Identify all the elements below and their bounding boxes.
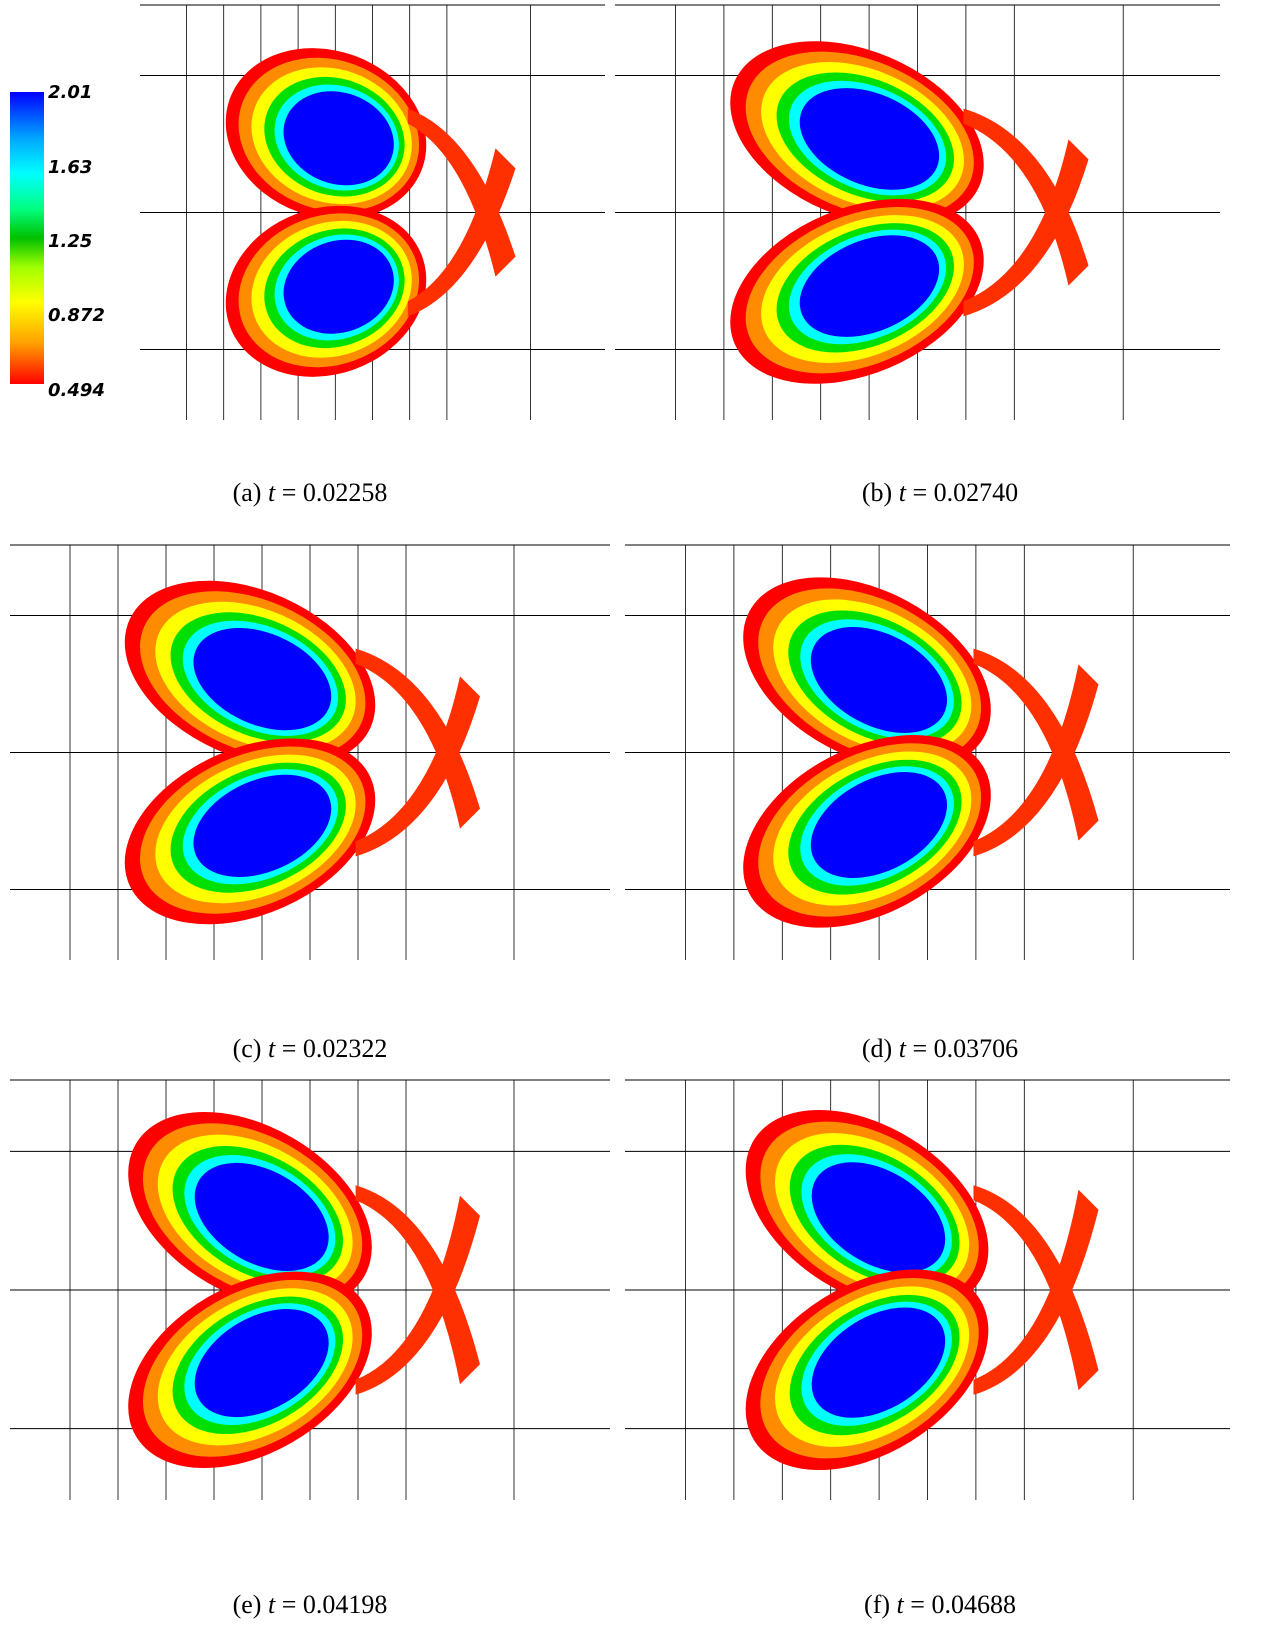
panel-c xyxy=(10,544,610,960)
colorbar-label-2: 1.63 xyxy=(48,157,93,178)
colorbar xyxy=(10,92,44,384)
panel-f xyxy=(625,1079,1230,1500)
caption-c: (c) t = 0.02322 xyxy=(232,1034,388,1063)
colorbar-label-4: 0.872 xyxy=(48,305,105,326)
caption-f: (f) t = 0.04688 xyxy=(864,1590,1016,1619)
caption-d: (d) t = 0.03706 xyxy=(861,1034,1019,1063)
panel-e xyxy=(10,1079,610,1500)
caption-a: (a) t = 0.02258 xyxy=(232,478,388,507)
panel-a xyxy=(140,4,605,420)
colorbar-label-min: 0.494 xyxy=(48,380,105,401)
panel-d xyxy=(625,544,1230,960)
colorbar-label-3: 1.25 xyxy=(48,231,93,252)
colorbar-label-max: 2.01 xyxy=(48,82,93,103)
panel-b xyxy=(615,4,1220,420)
caption-b: (b) t = 0.02740 xyxy=(861,478,1019,507)
caption-e: (e) t = 0.04198 xyxy=(232,1590,388,1619)
